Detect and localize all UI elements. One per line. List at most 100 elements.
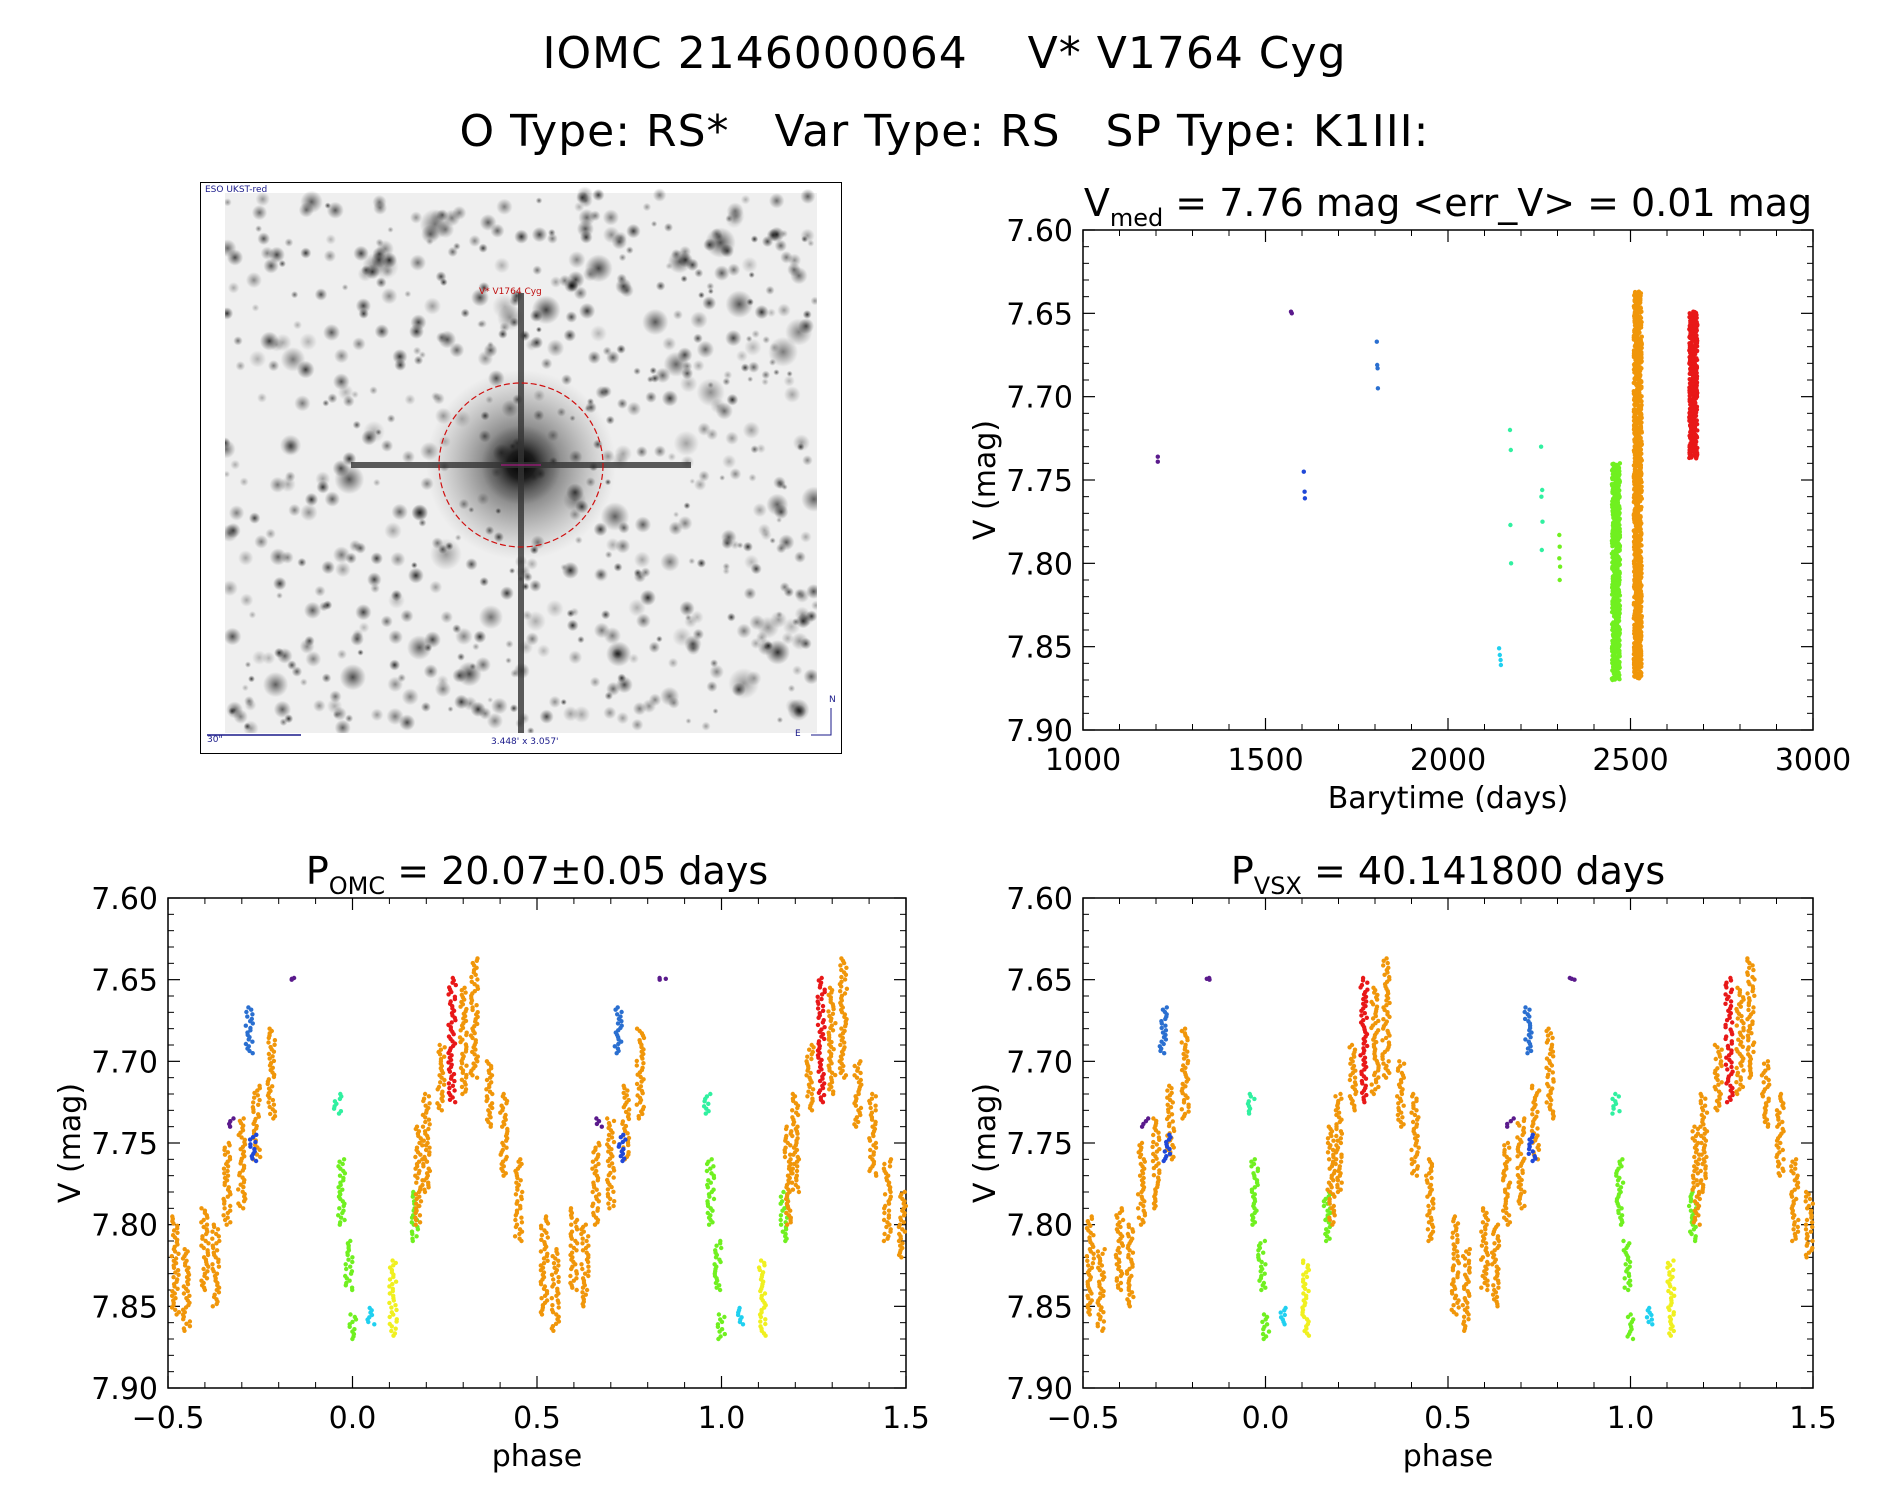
data-point [762,1263,767,1268]
data-point [447,1069,453,1074]
data-point [387,1314,392,1320]
data-point [389,1324,394,1329]
data-point [1157,1170,1162,1176]
data-point [1180,1116,1185,1121]
data-point [1166,1109,1171,1115]
data-point [250,1012,255,1017]
data-point [549,1296,554,1301]
data-point [340,1210,345,1216]
field-star [314,288,328,301]
data-point [1557,556,1562,561]
data-point [783,1126,789,1132]
data-point [609,1135,615,1140]
data-point [1278,1310,1283,1315]
data-point [413,1222,418,1227]
data-point [517,1231,522,1237]
data-point [550,1284,555,1289]
data-point [634,1102,639,1107]
data-point [1161,1041,1166,1047]
data-point [1167,1151,1173,1157]
data-point [590,1189,595,1195]
x-tick-label: 0.0 [329,1401,377,1436]
field-star [244,661,252,668]
data-point [790,1187,796,1192]
data-point [827,1087,832,1092]
data-point [420,1124,426,1129]
data-point [611,1175,616,1180]
data-point [187,1324,193,1329]
data-point [838,963,843,968]
field-star [565,311,578,323]
data-point [573,1220,578,1225]
header-subtitle: O Type: RS* Var Type: RS SP Type: K1III: [459,106,1430,157]
data-point [519,1215,524,1220]
data-point [783,1238,788,1244]
y-axis-label: V (mag) [968,1083,1003,1203]
x-tick-label: 0.0 [1242,1401,1290,1436]
field-star [406,635,432,661]
data-point [413,1210,418,1216]
field-star [355,298,372,314]
data-point [1539,547,1545,553]
field-star [483,343,498,358]
data-point [805,1054,810,1059]
data-point [1263,1285,1268,1290]
data-point [580,1266,585,1272]
field-star [407,567,424,584]
data-point [1087,1312,1093,1317]
field-star [490,223,505,238]
y-tick-label: 7.90 [1006,714,1073,749]
data-point [1375,386,1381,391]
data-point [556,1305,561,1310]
field-star [776,716,784,724]
data-point [459,1061,465,1066]
data-point [176,1251,181,1257]
field-star [532,265,543,276]
chart-phase_omc: −0.5 0.0 0.5 1.0 1.57.607.657.707.757.807.85… [53,849,930,1474]
data-point [1248,1094,1254,1099]
field-star [803,668,820,685]
field-star [353,245,369,262]
x-tick-label: 1500 [1227,743,1303,778]
data-point [206,1264,211,1269]
field-star [472,643,480,651]
data-point [488,1124,493,1129]
data-point [1498,657,1503,663]
field-star [696,378,725,407]
field-star [765,285,775,295]
data-point [538,1249,544,1254]
data-point [446,992,451,997]
data-point [606,1201,611,1206]
data-point [719,1319,725,1325]
y-tick-label: 7.65 [1006,297,1073,332]
data-point [556,1300,561,1306]
field-star [358,308,369,319]
field-star [617,673,627,683]
field-star [387,676,404,693]
field-star [423,297,442,315]
data-point [458,1028,463,1033]
field-star [248,675,255,683]
data-point [201,1266,206,1272]
field-star [358,622,370,633]
data-point [337,1096,343,1102]
chart-phase_vsx: −0.5 0.0 0.5 1.0 1.57.607.657.707.757.807.85… [968,849,1837,1474]
data-point [236,1187,241,1192]
data-point [222,1217,228,1223]
data-point [612,1199,617,1204]
field-star [357,649,364,656]
field-star [593,622,610,639]
field-star [633,570,647,583]
data-point [343,1262,348,1267]
data-point [886,1201,892,1206]
data-point [446,1081,452,1086]
data-point [473,972,478,977]
data-point [1100,1277,1106,1282]
data-point [1095,1324,1101,1329]
y-axis-label: V (mag) [53,1083,88,1203]
data-point [868,1105,873,1111]
data-point [414,1196,419,1202]
data-point [882,1206,887,1211]
data-point [1099,1263,1105,1268]
data-point [740,1322,746,1327]
